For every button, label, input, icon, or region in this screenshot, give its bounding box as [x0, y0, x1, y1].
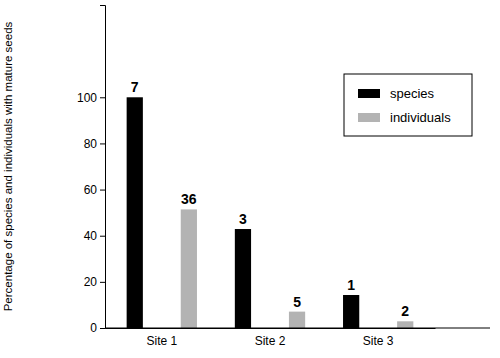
y-tick-mark: [100, 236, 105, 237]
y-tick-label: 60: [84, 183, 98, 197]
y-tick-label: 100: [77, 91, 97, 105]
x-tick: Site 3: [363, 328, 394, 348]
x-tick-label: Site 2: [255, 334, 286, 348]
y-tick-mark: [100, 190, 105, 191]
y-tick-mark: [100, 97, 105, 98]
y-tick: 20: [84, 275, 105, 289]
count-label: 1: [347, 277, 355, 293]
legend-label: species: [390, 86, 435, 101]
bar: [397, 321, 413, 328]
y-tick-label: 0: [90, 321, 97, 335]
y-tick-label: 20: [84, 275, 98, 289]
legend-swatch: [358, 89, 380, 98]
bar: [127, 97, 143, 328]
bar: [289, 312, 305, 328]
x-tick: Site 2: [255, 328, 286, 348]
count-label: 2: [401, 303, 409, 319]
bar: [343, 295, 359, 328]
y-tick-mark: [100, 328, 105, 329]
count-label: 36: [181, 191, 197, 207]
y-tick-label: 80: [84, 137, 98, 151]
x-tick: Site 1: [146, 328, 177, 348]
y-tick: 100: [77, 91, 105, 105]
legend: species individuals: [344, 74, 472, 136]
count-label: 5: [293, 294, 301, 310]
y-axis-title: Percentage of species and individuals wi…: [2, 21, 14, 311]
y-tick-mark: [100, 143, 105, 144]
legend-label: individuals: [390, 110, 451, 125]
y-tick-label: 40: [84, 229, 98, 243]
y-tick: 40: [84, 229, 105, 243]
y-tick: 80: [84, 137, 105, 151]
legend-swatch: [358, 113, 380, 122]
y-axis: 0 20 40 60 80 100: [77, 6, 106, 336]
y-tick: 60: [84, 183, 105, 197]
chart: 7313652020406080100Site 1Site 2Site 3Per…: [0, 0, 500, 358]
y-tick-mark: [100, 282, 105, 283]
bar: [235, 229, 251, 328]
x-axis: Site 1 Site 2 Site 3: [106, 328, 436, 348]
count-label: 3: [239, 211, 247, 227]
count-label: 7: [131, 79, 139, 95]
x-tick-label: Site 1: [146, 334, 177, 348]
x-axis-baseline: [105, 328, 490, 329]
x-tick-label: Site 3: [363, 334, 394, 348]
y-axis-line: [100, 6, 106, 329]
y-tick: 0: [90, 321, 105, 335]
bar: [181, 209, 197, 328]
legend-frame: [344, 74, 472, 136]
